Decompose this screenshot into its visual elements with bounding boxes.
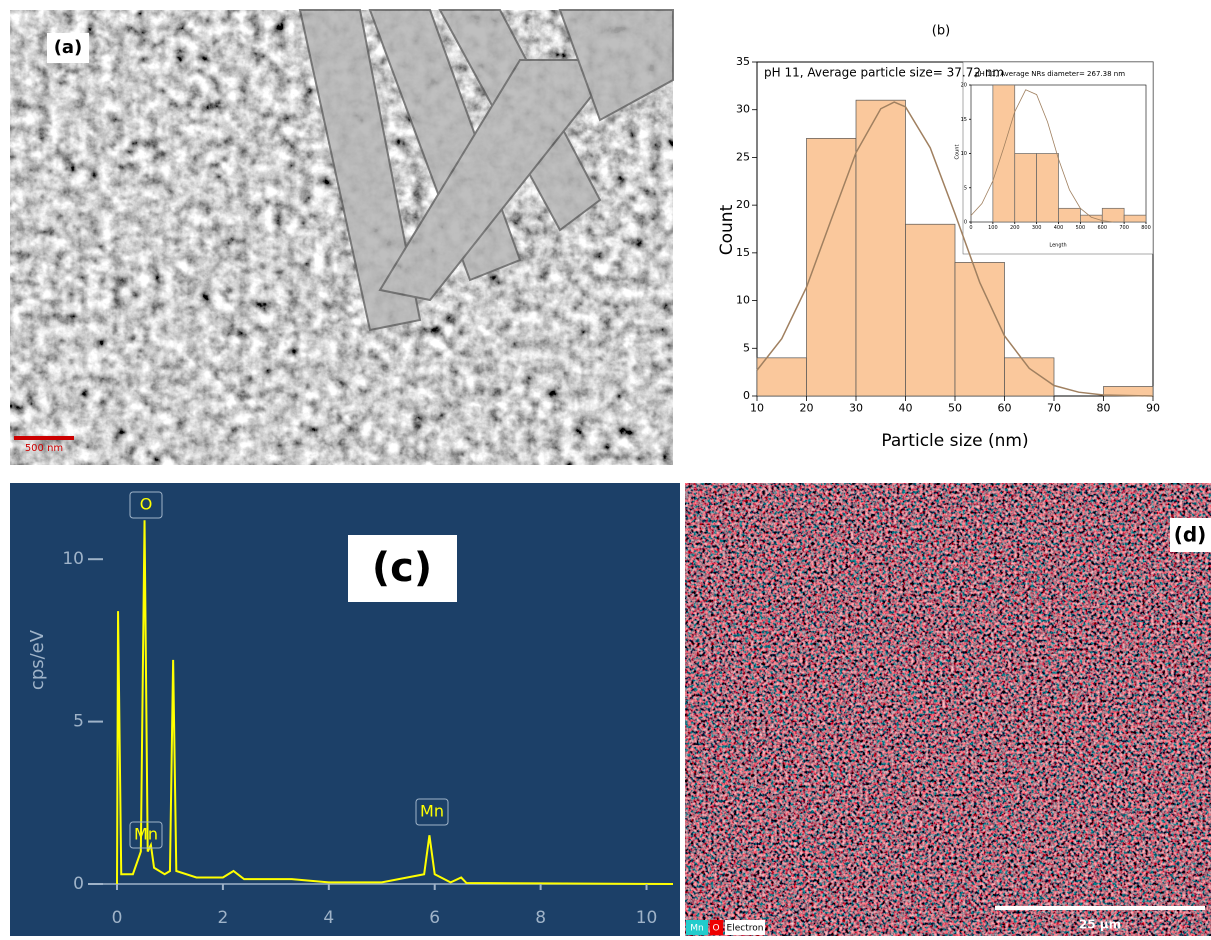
y-tick-label: 35 (736, 55, 750, 68)
x-tick-label: 60 (998, 402, 1012, 415)
scale-bar-label: 500 nm (25, 443, 63, 454)
y-tick-label: 20 (961, 83, 967, 89)
y-tick-label: 20 (736, 198, 750, 211)
map-image: (d) 25 µm Mn O Electron (685, 483, 1211, 936)
x-tick-label: 4 (323, 908, 334, 928)
x-axis-label: Particle size (nm) (881, 431, 1028, 451)
y-tick-label: 30 (736, 103, 750, 116)
y-tick-label: 5 (964, 185, 967, 191)
peak-label: O (140, 495, 153, 514)
bar (856, 100, 906, 396)
bar (993, 85, 1015, 222)
peak-label: Mn (420, 802, 444, 821)
x-tick-label: 8 (535, 908, 546, 928)
x-tick-label: 500 (1076, 225, 1086, 231)
peak-label: Mn (134, 825, 158, 844)
y-tick-label: 0 (73, 874, 84, 894)
y-axis-label: Count (955, 145, 961, 160)
x-tick-label: 0 (112, 908, 123, 928)
x-tick-label: 300 (1032, 225, 1042, 231)
x-tick-label: 40 (899, 402, 913, 415)
panel-label: (d) (1174, 523, 1207, 547)
bar (1080, 215, 1102, 222)
bar (906, 224, 956, 396)
bar (1037, 154, 1059, 223)
annotation: pH 11, Average particle size= 37.72 nm (764, 66, 1004, 80)
annotation: pH 11, Average NRs diameter= 267.38 nm (975, 70, 1125, 78)
bar (1102, 208, 1124, 222)
x-tick-label: 800 (1141, 225, 1151, 231)
x-tick-label: 700 (1119, 225, 1129, 231)
x-tick-label: 80 (1097, 402, 1111, 415)
legend-label: Mn (690, 924, 703, 934)
spectrum-background (10, 483, 680, 936)
x-tick-label: 10 (750, 402, 764, 415)
x-tick-label: 20 (800, 402, 814, 415)
y-tick-label: 10 (961, 151, 967, 157)
x-tick-label: 90 (1146, 402, 1160, 415)
bar (1015, 154, 1037, 223)
sem-image: (a) 500 nm (10, 10, 673, 465)
x-tick-label: 100 (988, 225, 998, 231)
y-axis-label: Count (717, 204, 737, 255)
x-tick-label: 600 (1097, 225, 1107, 231)
bar (1124, 215, 1146, 222)
bar (1059, 208, 1081, 222)
x-tick-label: 400 (1054, 225, 1064, 231)
x-tick-label: 30 (849, 402, 863, 415)
x-tick-label: 2 (217, 908, 228, 928)
x-tick-label: 10 (636, 908, 658, 928)
bar (757, 358, 807, 396)
y-tick-label: 15 (736, 246, 750, 259)
y-tick-label: 5 (743, 341, 750, 354)
figure: (a) 500 nm (d) 25 µm Mn O Electron 10203… (0, 0, 1211, 936)
y-tick-label: 10 (62, 549, 84, 569)
y-tick-label: 25 (736, 150, 750, 163)
x-tick-label: 70 (1047, 402, 1061, 415)
y-tick-label: 10 (736, 294, 750, 307)
legend-label: O (712, 924, 719, 934)
y-axis-label: cps/eV (27, 629, 48, 690)
chart-title: (c) (372, 545, 432, 591)
chart-title: (b) (932, 24, 950, 39)
x-tick-label: 50 (948, 402, 962, 415)
scale-bar-label: 25 µm (1079, 918, 1121, 932)
legend-label: Electron (727, 924, 764, 934)
panel-label: (a) (54, 37, 83, 58)
y-tick-label: 5 (73, 712, 84, 732)
x-axis-label: Length (1049, 243, 1066, 249)
x-tick-label: 6 (429, 908, 440, 928)
y-tick-label: 0 (964, 220, 967, 226)
y-tick-label: 15 (961, 117, 967, 123)
x-tick-label: 0 (969, 225, 972, 231)
bar (1005, 358, 1055, 396)
x-tick-label: 200 (1010, 225, 1020, 231)
y-tick-label: 0 (743, 389, 750, 402)
